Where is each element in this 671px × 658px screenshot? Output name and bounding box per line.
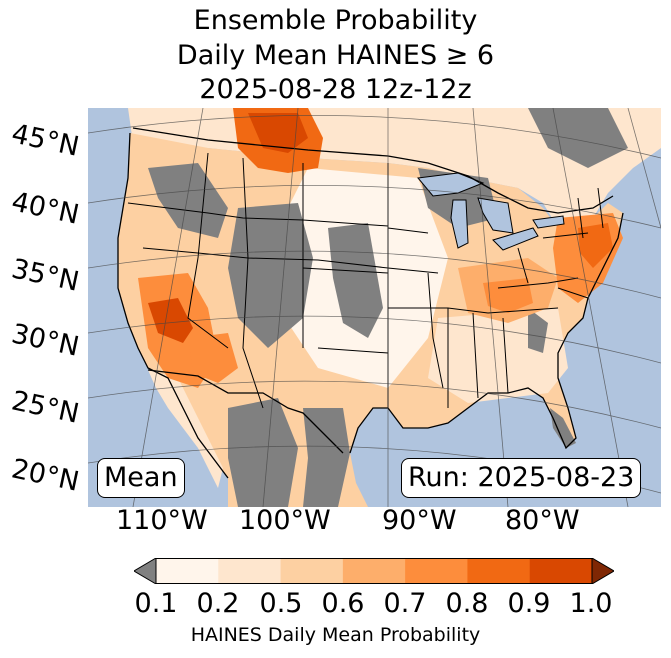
colorbar (134, 558, 614, 584)
lat-label-30: 30°N (8, 318, 82, 363)
colorbar-under-triangle (134, 558, 157, 584)
baja-land (148, 370, 223, 488)
grey-region-florida (550, 408, 576, 448)
lat-label-25: 25°N (8, 385, 82, 430)
lon-label-110: 110°W (116, 505, 208, 536)
title-line-1: Ensemble Probability (193, 5, 478, 36)
grey-region-rockies (228, 203, 313, 348)
lon-label-80: 80°W (505, 505, 580, 536)
colorbar-frame (155, 558, 593, 584)
mean-label-box: Mean (97, 458, 185, 498)
mexico-border (147, 369, 344, 454)
colorbar-bin-0 (156, 558, 219, 584)
colorbar-tick-2: 0.5 (259, 588, 303, 619)
lon-label-90: 90°W (382, 505, 457, 536)
colorbar-bin-1 (218, 558, 282, 584)
colorbar-over-triangle (591, 558, 614, 584)
lake-michigan (450, 199, 469, 249)
colorbar-tick-0: 0.1 (134, 588, 178, 619)
colorbar-tick-7: 1.0 (569, 588, 613, 619)
grey-region-ontario (528, 108, 628, 168)
colorbar-tick-4: 0.7 (383, 588, 427, 619)
run-label: Run: 2025-08-23 (408, 462, 635, 493)
title-line-3: 2025-08-28 12z-12z (199, 74, 472, 105)
colorbar-tick-5: 0.8 (445, 588, 489, 619)
run-label-box: Run: 2025-08-23 (401, 458, 642, 498)
hotspot-mid-atlantic-core (578, 223, 613, 268)
colorbar-bin-5 (467, 558, 531, 584)
grey-region-west (148, 163, 228, 238)
graticule (88, 108, 661, 507)
lat-label-20: 20°N (8, 453, 82, 498)
colorbar-tick-1: 0.2 (196, 588, 240, 619)
hotspot-arizona (188, 333, 238, 383)
lat-label-40: 40°N (8, 186, 82, 231)
lake-erie (492, 227, 539, 251)
colorbar-bin-2 (280, 558, 344, 584)
hotspot-montana-core (248, 113, 308, 153)
mean-label: Mean (104, 462, 178, 493)
lon-label-100: 100°W (239, 505, 331, 536)
probability-map (88, 108, 661, 507)
map-canvas (88, 108, 661, 507)
colorbar-tick-3: 0.6 (321, 588, 365, 619)
colorbar-bin-4 (405, 558, 468, 584)
lat-label-35: 35°N (8, 253, 82, 298)
colorbar-label: HAINES Daily Mean Probability (190, 624, 481, 646)
colorbar-segments (156, 558, 593, 584)
canada-border (132, 127, 614, 214)
grey-region-mexico (228, 398, 298, 507)
colorbar-tick-6: 0.9 (507, 588, 551, 619)
grey-region-appalachia (528, 308, 548, 353)
hotspot-southwest-core (148, 298, 193, 343)
colorbar-bin-3 (342, 558, 406, 584)
lat-label-45: 45°N (8, 118, 82, 163)
title-line-2: Daily Mean HAINES ≥ 6 (176, 40, 495, 71)
colorbar-bin-6 (529, 558, 593, 584)
hotspot-kentucky (483, 278, 533, 313)
grey-region-texas (303, 408, 350, 507)
lake-ontario (532, 215, 565, 229)
